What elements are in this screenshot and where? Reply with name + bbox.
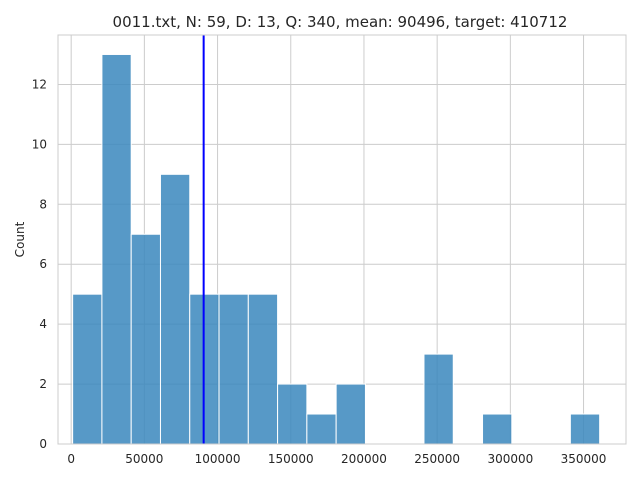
x-tick-label-0: 0 <box>67 452 75 466</box>
histogram-bar-17 <box>569 413 601 445</box>
histogram-bar-9 <box>335 383 366 445</box>
y-tick-label-0: 0 <box>39 437 47 451</box>
x-tick-label-1: 50000 <box>125 452 163 466</box>
histogram-bar-8 <box>306 413 337 445</box>
x-tick-labels: 0 50000 100000 150000 200000 250000 300000 3500… <box>67 452 606 466</box>
histogram-bar-1 <box>101 53 132 445</box>
y-tick-label-6: 12 <box>32 77 47 91</box>
y-tick-label-4: 8 <box>39 197 47 211</box>
plot-frame <box>57 34 627 445</box>
histogram-bar-0 <box>72 293 103 445</box>
x-tick-label-4: 200000 <box>341 452 387 466</box>
x-tick-label-7: 350000 <box>561 452 607 466</box>
bars <box>72 53 601 445</box>
x-tick-label-3: 150000 <box>268 452 314 466</box>
histogram-bar-3 <box>159 173 191 445</box>
histogram-bar-7 <box>277 383 308 445</box>
histogram-bar-6 <box>247 293 279 445</box>
y-tick-label-1: 2 <box>39 377 47 391</box>
histogram-bar-14 <box>482 413 513 445</box>
y-tick-label-2: 4 <box>39 317 47 331</box>
histogram-bar-5 <box>218 293 249 445</box>
histogram-bar-12 <box>423 353 454 445</box>
chart-title: 0011.txt, N: 59, D: 13, Q: 340, mean: 90… <box>113 13 568 31</box>
y-tick-label-5: 10 <box>32 137 47 151</box>
x-tick-label-5: 250000 <box>414 452 460 466</box>
y-tick-label-3: 6 <box>39 257 47 271</box>
x-tick-label-6: 300000 <box>487 452 533 466</box>
x-tick-label-2: 100000 <box>195 452 241 466</box>
y-tick-labels: 0 2 4 6 8 10 12 <box>32 77 47 451</box>
y-axis-label: Count <box>13 221 27 257</box>
histogram-bar-2 <box>130 233 161 445</box>
